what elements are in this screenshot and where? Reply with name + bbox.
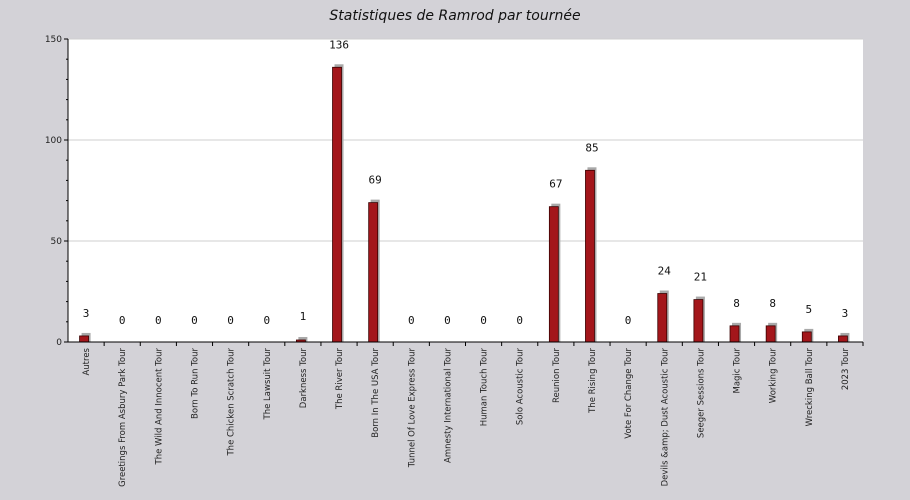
bar-value-label: 5 [805, 303, 812, 316]
bar [368, 202, 379, 343]
category-label: Solo Acoustic Tour [516, 348, 526, 426]
category-label: Greetings From Asbury Park Tour [118, 348, 128, 487]
y-tick-label: 0 [56, 338, 62, 348]
bar [693, 299, 704, 343]
category-labels: Autres Greetings From Asbury Park Tour The… [82, 347, 851, 486]
bar [801, 331, 812, 343]
category-label: Reunion Tour [552, 348, 562, 404]
bar-value-label: 1 [300, 310, 307, 323]
bar-value-label: 85 [585, 141, 598, 154]
category-label: The Rising Tour [588, 348, 598, 414]
bar-value-label: 3 [842, 307, 849, 320]
category-label: Darkness Tour [299, 348, 309, 409]
category-label: The Chicken Scratch Tour [227, 348, 237, 457]
bar-value-label: 3 [83, 307, 90, 320]
category-label: The Lawsuit Tour [263, 347, 273, 420]
category-label: The River Tour [335, 348, 345, 411]
category-label: Working Tour [769, 347, 779, 403]
chart-title: Statistiques de Ramrod par tournée [329, 8, 580, 24]
bar-value-label: 0 [444, 314, 451, 327]
bar-value-label: 8 [733, 297, 740, 310]
bar-value-label: 0 [155, 314, 162, 327]
category-label: Wrecking Ball Tour [805, 348, 815, 427]
bar-value-label: 24 [658, 265, 672, 278]
category-label: Magic Tour [733, 348, 743, 394]
bar [657, 293, 668, 343]
bar [838, 335, 848, 343]
y-tick-label: 150 [45, 35, 62, 45]
y-tick-label: 50 [51, 237, 63, 247]
category-label: Tunnel Of Love Express Tour [407, 348, 417, 469]
bar-shadow [298, 336, 308, 342]
bar [729, 325, 740, 343]
bar [332, 66, 342, 343]
grid-lines [68, 38, 863, 242]
category-label: The Wild And Innocent Tour [154, 348, 164, 466]
category-label: Devils &amp; Dust Acoustic Tour [660, 347, 670, 486]
category-label: Born In The USA Tour [371, 348, 381, 438]
category-label: Autres [82, 347, 92, 375]
bar [765, 325, 776, 343]
bar-value-label: 8 [769, 297, 776, 310]
category-label: Amnesty International Tour [443, 348, 453, 463]
bar-value-label: 21 [694, 271, 707, 284]
bar-value-label: 0 [480, 314, 487, 327]
bar-value-label: 0 [191, 314, 198, 327]
bar-value-label: 0 [408, 314, 415, 327]
bar [79, 335, 89, 343]
category-label: Human Touch Tour [480, 348, 490, 427]
bar [548, 206, 559, 343]
category-label: Vote For Change Tour [624, 348, 634, 439]
category-label: Seeger Sessions Tour [696, 348, 706, 439]
bar-value-label: 136 [329, 38, 349, 51]
bar-value-label: 69 [369, 174, 382, 187]
plot-area [68, 39, 863, 342]
bar-value-label: 67 [549, 178, 562, 191]
bar-value-label: 0 [227, 314, 234, 327]
bar-value-label: 0 [516, 314, 523, 327]
y-tick-label: 100 [45, 136, 62, 146]
category-label: 2023 Tour [841, 348, 851, 391]
category-label: Born To Run Tour [190, 348, 200, 419]
bar-value-label: 0 [119, 314, 126, 327]
bar-value-label: 0 [263, 314, 270, 327]
bar-value-label: 0 [625, 314, 632, 327]
bar [585, 169, 595, 343]
